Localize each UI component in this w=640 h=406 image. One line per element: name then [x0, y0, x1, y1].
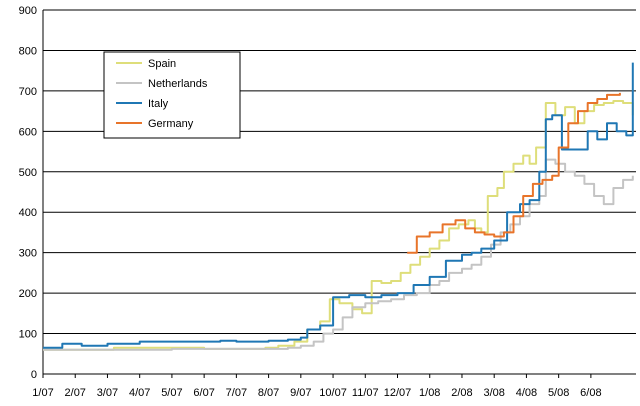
y-tick-label: 800 — [19, 45, 37, 57]
x-tick-label: 2/07 — [65, 387, 86, 399]
x-tick-label: 1/07 — [32, 387, 53, 399]
x-tick-label: 9/07 — [290, 387, 311, 399]
legend-label: Italy — [148, 98, 169, 110]
x-tick-label: 3/07 — [97, 387, 118, 399]
y-tick-label: 900 — [19, 5, 37, 17]
x-tick-label: 1/08 — [419, 387, 440, 399]
y-tick-label: 500 — [19, 167, 37, 179]
x-tick-label: 11/07 — [352, 387, 379, 399]
x-tick-label: 3/08 — [483, 387, 504, 399]
series-lines — [43, 62, 634, 351]
y-tick-label: 700 — [19, 86, 37, 98]
series-line-netherlands — [43, 158, 634, 351]
y-tick-label: 0 — [31, 369, 37, 381]
x-tick-label: 6/08 — [580, 387, 601, 399]
x-tick-label: 4/07 — [129, 387, 150, 399]
x-tick-label: 5/08 — [548, 387, 569, 399]
series-line-spain — [43, 100, 634, 351]
x-tick-label: 6/07 — [193, 387, 214, 399]
x-axis: 1/07 2/07 3/07 4/07 5/07 6/07 7/07 8/07 9/07 10/0… — [32, 373, 636, 399]
y-tick-label: 100 — [19, 329, 37, 341]
x-tick-label: 10/07 — [319, 387, 347, 399]
y-tick-label: 400 — [19, 207, 37, 219]
y-tick-label: 200 — [19, 288, 37, 300]
y-tick-label: 300 — [19, 248, 37, 260]
y-axis: 0 100 200 300 400 500 600 700 800 900 — [19, 5, 44, 381]
x-tick-label: 4/08 — [516, 387, 537, 399]
x-tick-label: 12/07 — [384, 387, 412, 399]
legend-label: Spain — [148, 58, 176, 70]
series-line-germany — [407, 92, 621, 254]
legend-label: Germany — [148, 118, 194, 130]
x-tick-label: 8/07 — [258, 387, 279, 399]
series-line-italy — [43, 62, 634, 349]
x-tick-label: 7/07 — [226, 387, 247, 399]
x-tick-label: 2/08 — [451, 387, 472, 399]
legend-label: Netherlands — [148, 78, 208, 90]
y-tick-label: 600 — [19, 126, 37, 138]
x-tick-label: 5/07 — [161, 387, 182, 399]
legend: Spain Netherlands Italy Germany — [103, 51, 241, 139]
